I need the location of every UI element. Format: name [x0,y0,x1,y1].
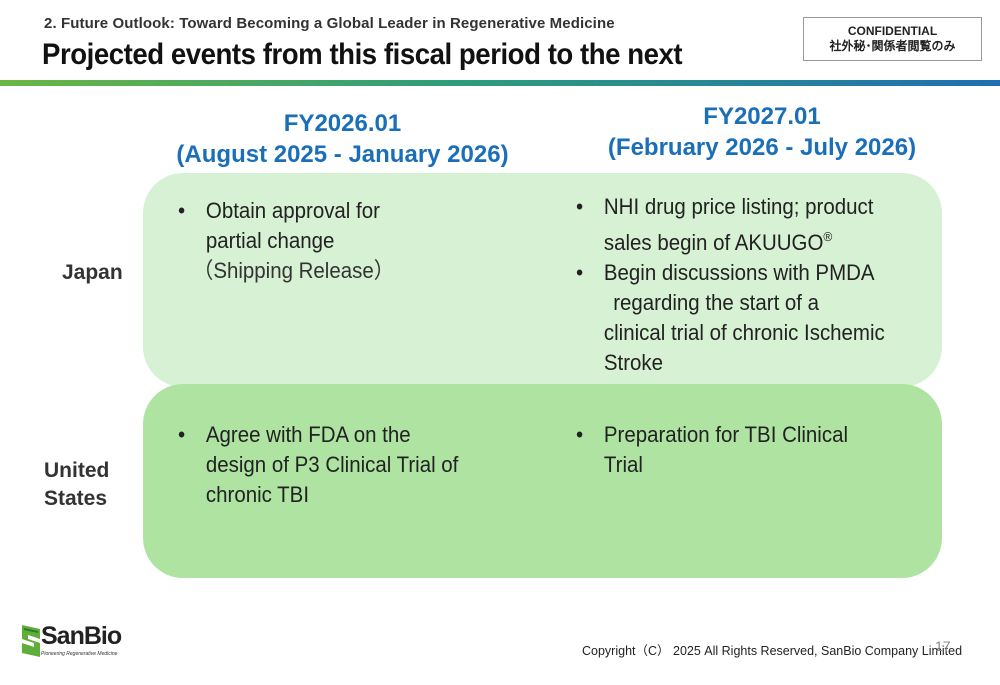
column-fy: FY2026.01 [283,110,402,137]
item-text: clinical trial of chronic Ischemic [603,320,885,345]
column-fy: FY2027.01 [703,103,821,130]
bullet: • [178,422,186,447]
logo-tagline: Pioneering Regenerative Medicine [41,651,118,657]
cell-japan-fy2027: • NHI drug price listing; product sales … [576,192,920,378]
item-text: Agree with FDA on the [205,422,411,447]
header-divider [0,80,1000,86]
us-row-panel [143,384,942,578]
row-label-united-states: United States [44,457,109,513]
bullet: • [576,260,584,285]
item-text: chronic TBI [205,482,309,507]
list-item: • Preparation for TBI Clinical Trial [576,420,911,480]
item-text: Preparation for TBI Clinical [603,422,849,447]
cell-japan-fy2026: • Obtain approval for partial change （Sh… [178,196,457,286]
list-item: • Obtain approval for partial change [178,196,457,256]
bullet: • [576,194,584,219]
japan-row-panel [143,173,942,387]
logo-wordmark: SanBio [41,622,122,650]
item-text: Stroke [603,350,664,375]
item-text: Obtain approval for [205,198,380,223]
registered-mark: ® [823,229,833,244]
item-text: partial change [205,228,335,253]
column-period: (August 2025 - January 2026) [176,141,509,168]
column-header-fy2027: FY2027.01 (February 2026 - July 2026) [562,101,962,163]
row-label-line: States [44,487,108,510]
item-note: （Shipping Release） [192,258,395,283]
logo-mark-icon [22,625,40,657]
item-text: Begin discussions with PMDA [603,260,875,285]
cell-us-fy2027: • Preparation for TBI Clinical Trial [576,420,911,480]
confidential-label: CONFIDENTIAL [847,24,938,38]
confidential-badge: CONFIDENTIAL 社外秘･関係者閲覧のみ [803,17,982,61]
list-item: • NHI drug price listing; product sales … [576,192,920,258]
item-text: sales begin of AKUUGO® [604,222,920,258]
section-subtitle: 2. Future Outlook: Toward Becoming a Glo… [44,15,615,32]
bullet: • [576,422,584,447]
sanbio-logo: SanBio Pioneering Regenerative Medicine [22,621,122,661]
page-number: 17 [935,638,951,654]
row-label-japan: Japan [62,261,123,284]
column-period: (February 2026 - July 2026) [607,134,917,161]
row-label-line: United [44,459,110,482]
item-text-segment: sales begin of AKUUGO [603,230,824,255]
item-text: regarding the start of a [613,290,820,315]
page-title: Projected events from this fiscal period… [42,38,683,71]
item-text: design of P3 Clinical Trial of [205,452,459,477]
item-text: NHI drug price listing; product [603,194,874,219]
copyright-notice: Copyright（C） 2025 All Rights Reserved, S… [582,644,963,658]
confidential-label-jp: 社外秘･関係者閲覧のみ [829,39,956,53]
list-item: • Begin discussions with PMDA regarding … [576,258,920,378]
cell-us-fy2026: • Agree with FDA on the design of P3 Cli… [178,420,494,510]
column-header-fy2026: FY2026.01 (August 2025 - January 2026) [145,108,540,170]
item-text: Trial [603,452,643,477]
bullet: • [178,198,186,223]
list-item: • Agree with FDA on the design of P3 Cli… [178,420,494,510]
